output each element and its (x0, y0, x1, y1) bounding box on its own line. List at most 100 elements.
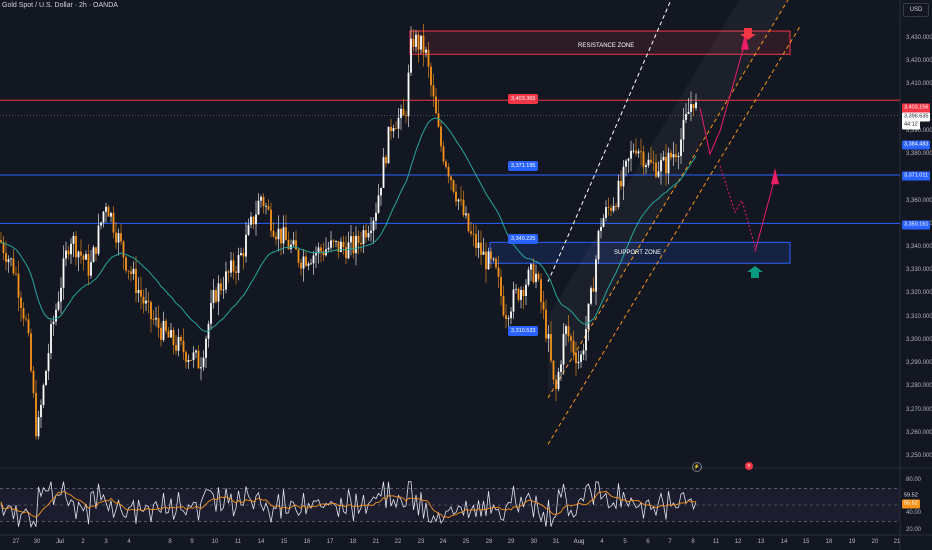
candle-body (315, 253, 317, 256)
candle-body (52, 321, 55, 325)
candle-body (430, 66, 432, 86)
candle-body (557, 371, 560, 390)
candle-body (360, 242, 362, 245)
candle-body (492, 258, 495, 260)
candle-body (142, 296, 145, 304)
blue-line-340-label[interactable]: 3,340.225 (508, 234, 539, 244)
candle-body (505, 315, 507, 319)
candle-body (215, 290, 217, 302)
candle-body (647, 159, 650, 166)
candle-body (467, 213, 470, 232)
date-tick-label: 21 (893, 539, 901, 545)
candle-body (572, 340, 575, 353)
candle-body (175, 345, 177, 351)
candle-body (322, 251, 325, 256)
candlestick-series (0, 24, 697, 440)
candle-body (92, 247, 95, 263)
currency-selector[interactable]: USD (903, 3, 929, 17)
candle-body (255, 214, 257, 225)
rsi-tick-label: 40.00 (906, 510, 922, 517)
candle-body (345, 247, 347, 259)
candle-body (252, 216, 255, 225)
candle-body (270, 209, 272, 231)
candle-body (555, 379, 557, 390)
candle-body (487, 251, 490, 270)
candle-body (610, 207, 612, 211)
candle-body (652, 162, 655, 164)
price-tick-label: 3,390.000 (906, 127, 932, 134)
price-tick-label: 3,280.000 (906, 383, 932, 390)
candle-body (50, 324, 52, 354)
candle-body (560, 364, 562, 372)
candle-body (550, 334, 552, 361)
candle-body (57, 301, 60, 310)
candle-body (272, 230, 275, 237)
candle-body (157, 317, 160, 328)
blue-line-310-label[interactable]: 3,310.533 (508, 326, 539, 336)
date-tick-label: 12 (734, 539, 742, 545)
blue-line-371-label[interactable]: 3,371.195 (508, 161, 539, 171)
candle-body (605, 207, 607, 218)
date-tick-label: 3 (104, 539, 108, 545)
dividend-icon[interactable]: ⚡ (692, 462, 702, 472)
candle-body (227, 271, 230, 273)
candle-body (182, 340, 185, 353)
candle-body (455, 191, 457, 202)
candle-body (235, 271, 237, 273)
candle-body (0, 240, 2, 243)
candle-body (265, 205, 267, 207)
candle-body (80, 251, 82, 256)
date-tick-label: 31 (552, 539, 560, 545)
candle-body (152, 319, 155, 321)
red-line-label[interactable]: 3,403.365 (508, 94, 539, 104)
candle-body (490, 251, 492, 259)
price-tick-label: 3,340.000 (906, 244, 932, 250)
date-tick-label: 5 (623, 539, 627, 545)
candle-body (110, 212, 112, 217)
candle-body (425, 49, 427, 53)
candle-body (285, 227, 287, 241)
candle-body (172, 329, 175, 346)
candle-body (137, 289, 140, 293)
candle-body (160, 327, 162, 340)
candle-body (200, 367, 202, 369)
channel-mid-line (547, 0, 789, 399)
candle-body (482, 251, 485, 255)
candle-body (637, 151, 640, 154)
price-tick-label: 3,360.000 (906, 197, 932, 204)
date-tick-label: 30 (33, 539, 41, 545)
candle-body (532, 264, 535, 283)
candle-body (15, 273, 17, 275)
candle-body (45, 371, 47, 386)
candle-body (225, 271, 227, 290)
channel-lower-line (547, 26, 801, 445)
candle-body (535, 273, 537, 283)
candle-body (502, 295, 505, 316)
rsi-tick-label: 80.00 (906, 477, 922, 483)
date-tick-label: 29 (507, 539, 515, 545)
candle-body (310, 263, 312, 265)
candle-body (630, 150, 632, 159)
candle-body (625, 160, 627, 167)
candle-body (335, 241, 337, 242)
level-350-price-tag: 3,350.161 (902, 220, 931, 230)
event-flag-icon[interactable]: ≡ (745, 462, 753, 470)
candle-body (320, 247, 322, 252)
candle-body (122, 241, 125, 258)
candle-body (337, 241, 340, 253)
date-tick-label: 14 (257, 539, 265, 545)
candle-body (37, 417, 40, 437)
recovery-projection-path (754, 177, 776, 252)
candle-body (577, 361, 580, 364)
candle-body (507, 318, 510, 319)
candle-body (622, 166, 625, 187)
candle-body (277, 228, 280, 240)
candle-body (67, 250, 70, 255)
candle-body (292, 240, 295, 245)
candle-body (447, 167, 450, 177)
candle-body (585, 328, 587, 351)
candle-body (432, 85, 435, 97)
candle-body (367, 232, 370, 238)
candle-body (612, 205, 615, 211)
